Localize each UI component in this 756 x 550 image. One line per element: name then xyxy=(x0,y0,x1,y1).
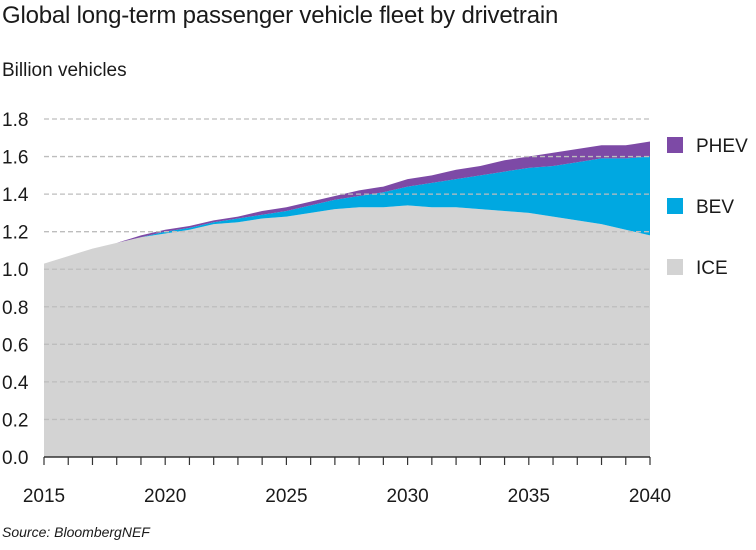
legend-swatch-ice xyxy=(667,259,683,275)
y-axis-ticks: 0.0 0.2 0.4 0.6 0.8 1.0 1.2 1.4 1.6 1.8 xyxy=(2,110,29,469)
legend-swatch-bev xyxy=(667,198,683,214)
x-tick-label: 2040 xyxy=(629,486,671,507)
x-tick-label: 2035 xyxy=(508,486,550,507)
legend-swatch-phev xyxy=(667,137,683,153)
y-tick-label: 1.6 xyxy=(2,148,28,169)
area-bev xyxy=(44,156,650,264)
y-axis-label: Billion vehicles xyxy=(2,60,127,81)
x-tick-label: 2015 xyxy=(23,486,65,507)
area-ice xyxy=(44,205,650,457)
legend: PHEV BEV ICE xyxy=(667,136,748,279)
x-tick-label: 2025 xyxy=(265,486,307,507)
x-tick-label: 2030 xyxy=(386,486,428,507)
y-tick-label: 0.0 xyxy=(2,448,28,469)
legend-label-bev: BEV xyxy=(696,197,734,218)
legend-label-ice: ICE xyxy=(696,258,728,279)
y-tick-label: 1.0 xyxy=(2,260,28,281)
y-tick-label: 0.8 xyxy=(2,298,28,319)
legend-label-phev: PHEV xyxy=(696,136,748,157)
y-tick-label: 0.6 xyxy=(2,335,28,356)
y-tick-label: 1.4 xyxy=(2,185,29,206)
area-phev xyxy=(44,141,650,264)
x-axis xyxy=(43,456,651,465)
y-tick-label: 1.2 xyxy=(2,223,28,244)
gridlines xyxy=(44,118,650,421)
chart-title: Global long-term passenger vehicle fleet… xyxy=(2,2,559,29)
x-tick-label: 2020 xyxy=(144,486,186,507)
y-tick-label: 0.4 xyxy=(2,373,29,394)
y-tick-label: 1.8 xyxy=(2,110,28,131)
x-axis-ticks: 2015 2020 2025 2030 2035 2040 xyxy=(23,486,671,507)
source-note: Source: BloombergNEF xyxy=(2,524,150,540)
y-tick-label: 0.2 xyxy=(2,410,28,431)
areas-layer xyxy=(44,141,650,457)
